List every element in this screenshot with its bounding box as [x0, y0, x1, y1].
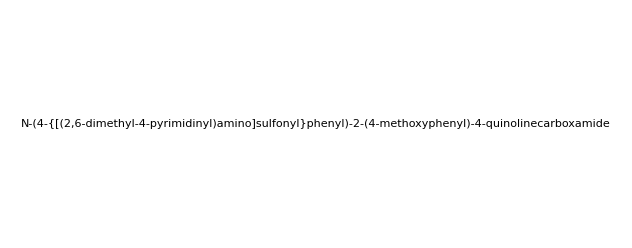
Text: N-(4-{[(2,6-dimethyl-4-pyrimidinyl)amino]sulfonyl}phenyl)-2-(4-methoxyphenyl)-4-: N-(4-{[(2,6-dimethyl-4-pyrimidinyl)amino… — [21, 119, 611, 129]
